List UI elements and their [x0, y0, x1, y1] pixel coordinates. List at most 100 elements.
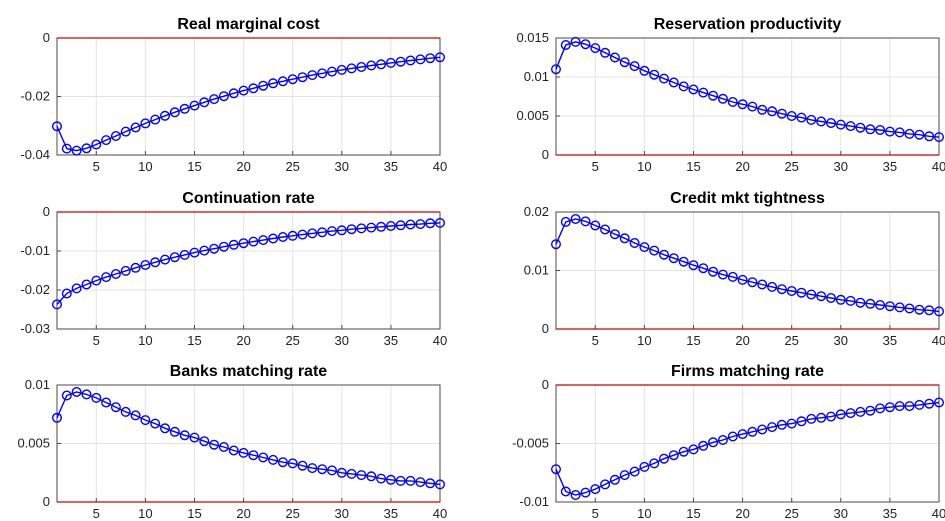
data-point-marker — [767, 106, 778, 117]
data-point-marker — [737, 429, 748, 440]
data-point-marker — [934, 306, 945, 317]
data-point-marker — [914, 399, 925, 410]
data-point-marker — [845, 295, 856, 306]
data-point-marker — [708, 90, 719, 101]
x-tick-label: 35 — [883, 159, 897, 174]
data-point-marker — [435, 479, 446, 490]
data-point-marker — [865, 124, 876, 135]
data-point-marker — [385, 474, 396, 485]
data-point-marker — [307, 228, 318, 239]
x-tick-label: 35 — [384, 506, 398, 521]
data-point-marker — [366, 60, 377, 71]
data-point-marker — [258, 80, 269, 91]
data-point-marker — [816, 116, 827, 127]
x-tick-label: 40 — [433, 506, 447, 521]
y-tick-label: -0.01 — [20, 243, 50, 258]
data-point-marker — [169, 426, 180, 437]
x-tick-label: 30 — [834, 333, 848, 348]
data-point-marker — [297, 229, 308, 240]
data-point-marker — [110, 130, 121, 141]
data-point-marker — [816, 412, 827, 423]
data-point-marker — [924, 398, 935, 409]
data-point-marker — [796, 287, 807, 298]
data-point-marker — [71, 283, 82, 294]
data-point-marker — [717, 435, 728, 446]
data-point-marker — [317, 227, 328, 238]
x-tick-label: 15 — [686, 333, 700, 348]
data-point-marker — [904, 303, 915, 314]
data-point-marker — [101, 272, 112, 283]
y-tick-label: 0.01 — [25, 377, 50, 392]
data-point-marker — [327, 226, 338, 237]
data-point-marker — [649, 458, 660, 469]
y-tick-label: 0 — [43, 204, 50, 219]
chart-panel: 0 -0.02 -0.04 5 10 15 20 25 30 35 40 Real marginal … — [20, 16, 447, 174]
data-point-marker — [307, 463, 318, 474]
data-point-marker — [81, 143, 92, 154]
data-point-marker — [81, 279, 92, 290]
x-tick-label: 35 — [883, 506, 897, 521]
plot-area — [556, 38, 939, 155]
data-point-marker — [140, 118, 151, 129]
data-point-marker — [189, 100, 200, 111]
data-point-marker — [835, 294, 846, 305]
data-point-marker — [904, 128, 915, 139]
data-point-marker — [258, 235, 269, 246]
data-point-marker — [91, 275, 102, 286]
data-point-marker — [81, 389, 92, 400]
data-point-marker — [639, 65, 650, 76]
data-point-marker — [376, 221, 387, 232]
data-point-marker — [560, 486, 571, 497]
data-point-marker — [336, 467, 347, 478]
data-point-marker — [727, 271, 738, 282]
data-point-marker — [609, 52, 620, 63]
data-point-marker — [61, 288, 72, 299]
x-tick-label: 15 — [187, 159, 201, 174]
x-tick-label: 20 — [735, 159, 749, 174]
x-tick-label: 5 — [592, 333, 599, 348]
data-point-marker — [855, 406, 866, 417]
data-point-marker — [297, 460, 308, 471]
data-point-marker — [904, 401, 915, 412]
x-tick-label: 15 — [187, 333, 201, 348]
data-point-marker — [248, 236, 259, 247]
data-point-marker — [356, 470, 367, 481]
data-point-marker — [150, 418, 161, 429]
data-point-marker — [140, 260, 151, 271]
x-tick-label: 40 — [932, 159, 945, 174]
x-tick-label: 35 — [384, 333, 398, 348]
y-tick-label: 0.01 — [524, 263, 549, 278]
data-point-marker — [277, 76, 288, 87]
data-point-marker — [385, 220, 396, 231]
data-point-marker — [796, 112, 807, 123]
data-point-marker — [737, 99, 748, 110]
data-point-marker — [914, 304, 925, 315]
x-tick-label: 30 — [335, 333, 349, 348]
x-tick-label: 5 — [93, 333, 100, 348]
data-point-marker — [189, 247, 200, 258]
y-tick-label: 0.02 — [524, 204, 549, 219]
data-point-marker — [668, 450, 679, 461]
data-point-marker — [228, 239, 239, 250]
data-point-marker — [678, 81, 689, 92]
data-point-marker — [268, 233, 279, 244]
data-point-marker — [894, 302, 905, 313]
data-point-marker — [600, 47, 611, 58]
data-point-marker — [238, 238, 249, 249]
x-tick-label: 5 — [93, 506, 100, 521]
data-point-marker — [110, 269, 121, 280]
data-point-marker — [415, 477, 426, 488]
x-tick-label: 25 — [285, 159, 299, 174]
data-point-marker — [366, 222, 377, 233]
chart-title: Firms matching rate — [671, 363, 824, 380]
data-point-marker — [865, 405, 876, 416]
data-point-marker — [297, 72, 308, 83]
data-point-marker — [551, 464, 562, 475]
data-point-marker — [120, 126, 131, 137]
data-point-marker — [757, 279, 768, 290]
data-point-marker — [317, 68, 328, 79]
data-point-marker — [189, 432, 200, 443]
data-point-marker — [150, 114, 161, 125]
x-tick-label: 20 — [735, 333, 749, 348]
data-point-marker — [209, 94, 220, 105]
